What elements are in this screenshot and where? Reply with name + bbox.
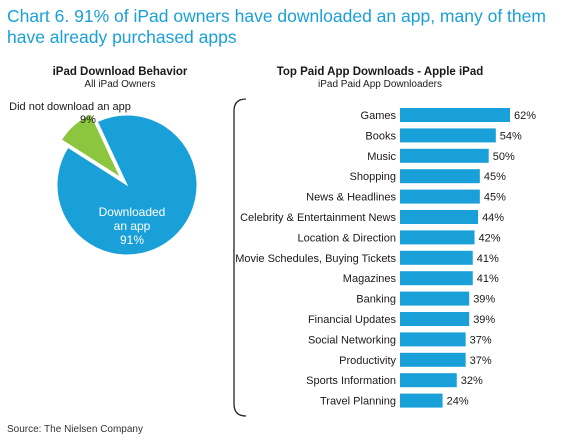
bar-category-label: Financial Updates: [308, 314, 397, 326]
bar-category-label: Location & Direction: [298, 232, 396, 244]
source-note: Source: The Nielsen Company: [7, 424, 143, 435]
chart-title: Chart 6. 91% of iPad owners have downloa…: [7, 6, 546, 47]
bar-value-label: 44%: [482, 212, 504, 224]
bar-value-label: 42%: [479, 232, 501, 244]
bar-value-label: 41%: [477, 273, 499, 285]
bar: [400, 189, 480, 204]
bar-value-label: 32%: [461, 375, 483, 387]
bar: [400, 250, 473, 265]
bar: [400, 148, 489, 163]
pie-slice-downloaded: [56, 114, 198, 256]
bar-value-label: 45%: [484, 171, 506, 183]
bar-value-label: 41%: [477, 253, 499, 265]
pie-slice-not-downloaded: [60, 113, 122, 179]
bar-category-label: Banking: [356, 294, 396, 306]
bar: [400, 393, 443, 408]
bar-chart-subtitle: iPad Paid App Downloaders: [318, 79, 442, 90]
bar-value-label: 62%: [514, 110, 536, 122]
pie-label-downloaded-line1: Downloaded: [99, 205, 166, 219]
pie-value-downloaded: 91%: [120, 233, 144, 247]
bar-category-label: Games: [361, 110, 397, 122]
pie-label-not-downloaded: Did not download an app: [9, 101, 131, 113]
bar-value-label: 50%: [493, 151, 515, 163]
bar-value-label: 39%: [473, 314, 495, 326]
bar: [400, 373, 457, 388]
bar: [400, 332, 466, 347]
pie-value-not-downloaded: 9%: [80, 114, 96, 126]
bar-category-label: Movie Schedules, Buying Tickets: [235, 253, 396, 265]
bar: [400, 352, 466, 367]
bar: [400, 271, 473, 286]
bracket-divider: [233, 98, 247, 417]
bar-category-label: Magazines: [343, 273, 397, 285]
bar-value-label: 37%: [470, 334, 492, 346]
bar: [400, 291, 470, 306]
bar-category-label: Sports Information: [306, 375, 396, 387]
bar-category-label: Celebrity & Entertainment News: [240, 212, 396, 224]
bar-category-label: Social Networking: [308, 334, 396, 346]
bar: [400, 230, 475, 245]
bar-category-label: Travel Planning: [320, 396, 396, 408]
bar-category-label: Books: [365, 130, 396, 142]
pie-chart-subtitle: All iPad Owners: [84, 79, 156, 90]
bar: [400, 210, 479, 224]
bar-category-label: News & Headlines: [306, 192, 396, 204]
bar-value-label: 39%: [473, 294, 495, 306]
bar-chart-title: Top Paid App Downloads - Apple iPad: [276, 66, 484, 78]
bar-value-label: 24%: [447, 396, 469, 408]
bar: [400, 312, 470, 326]
bar: [400, 169, 480, 184]
bar: [400, 108, 510, 122]
pie-chart-title: iPad Download Behavior: [52, 66, 188, 78]
bar-value-label: 37%: [470, 355, 492, 367]
pie-label-downloaded-line2: an app: [114, 219, 151, 233]
bar-category-label: Productivity: [339, 355, 396, 367]
bar-category-label: Music: [367, 151, 396, 163]
bar-category-label: Shopping: [350, 171, 397, 183]
bar-value-label: 54%: [500, 130, 522, 142]
bar-value-label: 45%: [484, 192, 506, 204]
bar: [400, 128, 496, 143]
